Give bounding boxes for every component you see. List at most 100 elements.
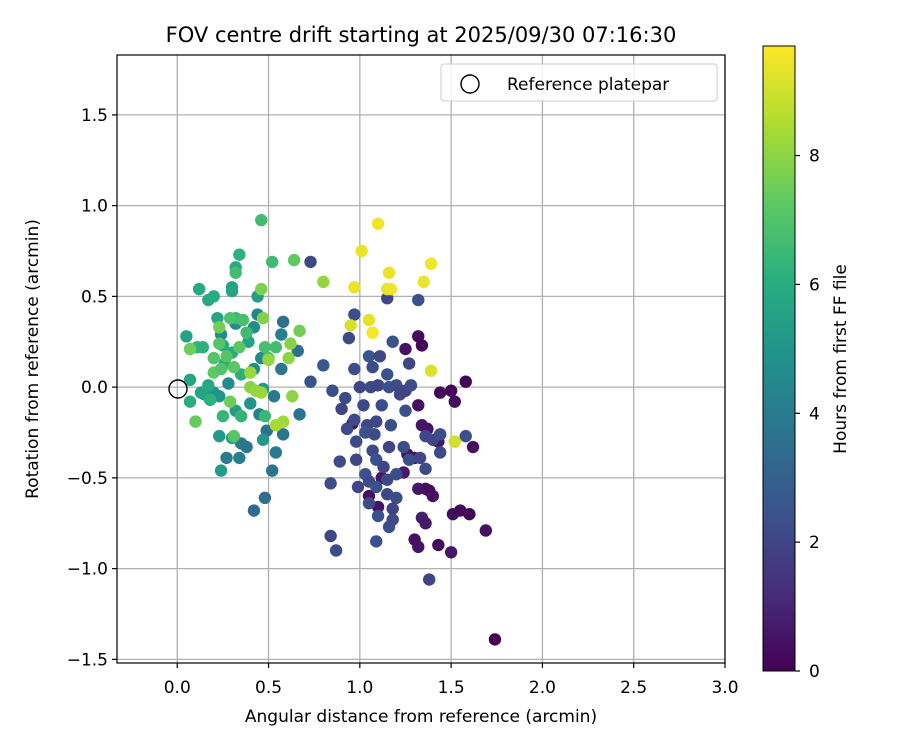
data-point [267,390,281,403]
data-point [377,460,390,474]
y-tick-label: 1.5 [81,106,108,126]
data-point [192,282,206,296]
data-point [233,248,246,261]
data-point [386,502,399,515]
data-point [265,255,279,269]
data-point [333,455,346,468]
data-point [488,633,502,646]
y-tick-label: −1.5 [67,650,108,670]
y-tick-label: 0.0 [81,378,108,398]
data-point [220,350,233,363]
data-point [183,373,197,387]
data-point [390,491,403,505]
colorbar-tick-label: 8 [809,147,820,167]
data-point [258,409,272,423]
data-point [326,384,339,397]
data-point [202,379,215,392]
colorbar-gradient [762,45,796,672]
y-axis-ticks: −1.5 −1.0 −0.5 0.0 0.5 1.0 1.5 [67,106,117,670]
data-point [397,440,410,454]
data-point [344,319,357,332]
colorbar-tick-label: 0 [809,662,820,682]
data-point [213,429,226,443]
data-point [269,446,283,459]
data-point [371,379,385,392]
data-point [373,350,387,363]
data-point [293,324,306,338]
data-point [362,313,376,327]
data-point [304,255,317,269]
data-point [424,364,438,377]
legend-label-reference-platepar: Reference platepar [507,75,669,95]
data-point [399,404,412,417]
x-tick-label: 1.5 [438,678,465,698]
data-point [362,497,376,510]
data-point [258,341,272,354]
data-point [324,477,337,490]
data-point [265,464,279,477]
data-point [415,339,429,352]
x-tick-label: 2.0 [529,678,556,698]
x-axis-label: Angular distance from reference (arcmin) [245,707,597,727]
data-point [340,422,354,436]
data-point [269,419,283,432]
data-point [275,328,288,341]
reference-platepar-marker [168,379,188,399]
data-point [386,335,399,348]
data-point [432,538,445,552]
colorbar-ticks: 0 2 4 6 8 [795,147,820,682]
data-point [348,308,361,321]
data-point [276,315,290,328]
colorbar-tick-label: 6 [809,275,820,295]
data-point [370,535,383,548]
data-point [324,529,337,543]
y-tick-label: 1.0 [81,197,108,217]
data-point [433,428,447,441]
data-point [348,413,361,426]
colorbar-label: Hours from first FF file [831,264,851,454]
x-axis-ticks: 0.0 0.5 1.0 1.5 2.0 2.5 3.0 [164,663,739,698]
x-tick-label: 3.0 [711,678,738,698]
data-point [329,544,343,557]
data-point [227,360,241,374]
data-point [366,326,379,339]
data-point [240,326,253,339]
data-point [236,313,250,327]
y-tick-label: −0.5 [67,469,108,489]
plot-frame [116,54,726,664]
data-point [225,281,239,294]
data-point [339,391,352,405]
data-point [247,504,261,517]
data-point [258,491,272,505]
data-point [419,517,432,530]
y-tick-label: 0.5 [81,287,108,307]
data-point [381,368,394,381]
data-point [424,257,438,270]
data-point [220,451,233,465]
data-point [355,244,368,258]
data-point [227,429,241,443]
data-point [412,540,425,554]
data-point [284,337,297,350]
data-point [353,380,367,394]
data-point [412,482,425,495]
data-point [229,266,242,279]
x-tick-label: 0.0 [164,678,191,698]
data-point [357,399,370,412]
data-point [382,440,396,454]
legend: Reference platepar [440,63,718,102]
data-point [384,419,398,432]
data-point [466,440,480,454]
data-point [335,402,348,416]
data-point [368,428,381,441]
data-point [183,395,197,408]
data-point [317,275,330,289]
data-point [362,350,376,363]
data-point [348,281,361,294]
data-point [349,435,363,448]
data-point [207,290,220,303]
data-point [276,428,290,441]
data-point [399,342,412,356]
data-point [419,462,432,476]
